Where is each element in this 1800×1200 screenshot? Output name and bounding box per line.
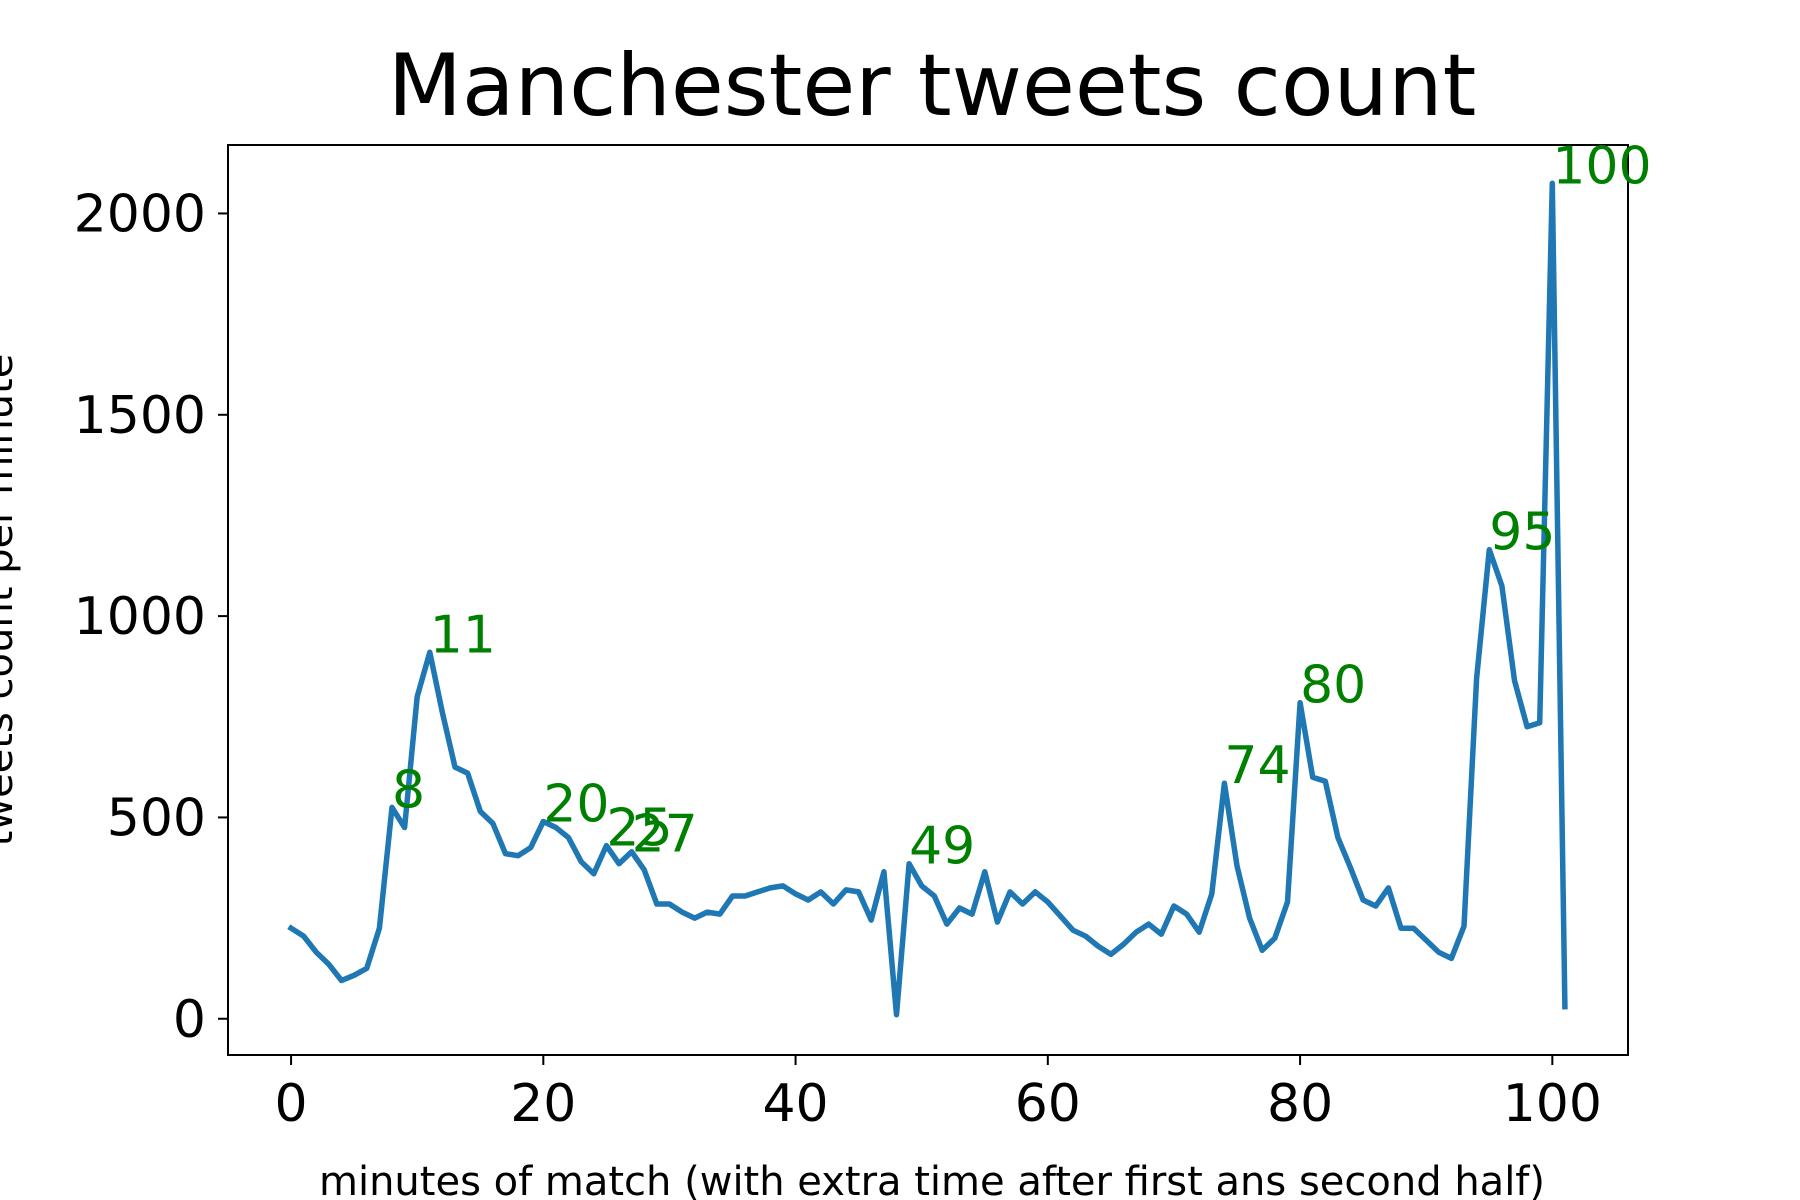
- peak-annotation-20: 20: [543, 774, 609, 834]
- y-axis: 0 500 1000 1500 2000: [74, 184, 228, 1050]
- series-line-tweets: [287, 180, 1568, 1018]
- peak-annotation-74: 74: [1224, 736, 1290, 796]
- chart-title: Manchester tweets count: [388, 36, 1477, 136]
- peak-annotation-95: 95: [1489, 503, 1555, 563]
- x-tick-label: 40: [762, 1074, 828, 1134]
- peak-annotation-80: 80: [1300, 656, 1366, 716]
- x-tick-label: 80: [1267, 1074, 1333, 1134]
- y-tick-label: 500: [107, 788, 206, 848]
- x-axis-label: minutes of match (with extra time after …: [319, 1159, 1545, 1200]
- x-tick-label: 100: [1503, 1074, 1602, 1134]
- peak-annotation-11: 11: [430, 605, 496, 665]
- peak-annotation-8: 8: [392, 760, 425, 820]
- y-axis-label: tweets count per minute: [0, 354, 22, 847]
- peak-annotation-27: 27: [632, 805, 698, 865]
- y-tick-label: 2000: [74, 184, 206, 244]
- plot-area: [227, 144, 1629, 1056]
- peak-annotation-25: 25: [606, 799, 672, 859]
- x-tick-label: 60: [1015, 1074, 1081, 1134]
- x-axis: 0 20 40 60 80 100: [275, 1055, 1602, 1134]
- y-tick-label: 1000: [74, 587, 206, 647]
- x-tick-label: 20: [510, 1074, 576, 1134]
- peak-annotation-49: 49: [909, 817, 975, 877]
- x-tick-label: 0: [275, 1074, 308, 1134]
- y-tick-label: 0: [173, 990, 206, 1050]
- y-tick-label: 1500: [74, 386, 206, 446]
- peak-annotation-100: 100: [1552, 136, 1651, 196]
- plot-frame: [227, 144, 1629, 1056]
